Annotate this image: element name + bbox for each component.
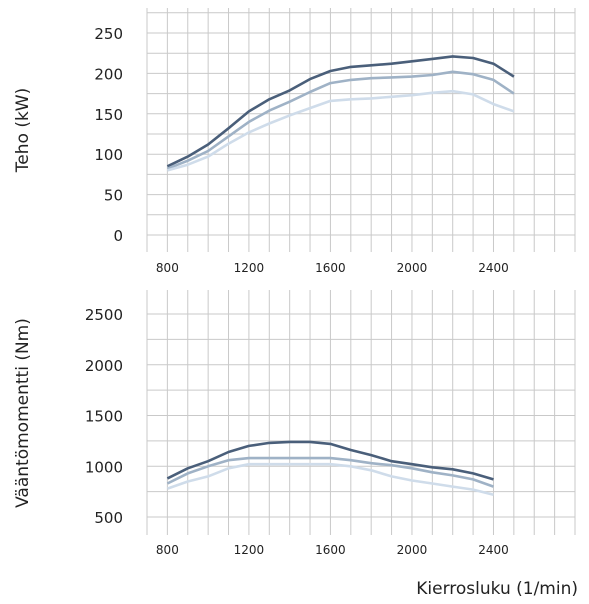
- x-tick-label: 800: [156, 543, 179, 557]
- series-line-3: [167, 91, 514, 170]
- x-tick-label: 2000: [397, 261, 428, 275]
- x-tick-label: 2400: [478, 543, 509, 557]
- x-tick-label: 1200: [234, 543, 265, 557]
- y-axis-title: Vääntömomentti (Nm): [13, 318, 33, 508]
- x-axis-title: Kierrosluku (1/min): [416, 579, 578, 599]
- y-tick-label: 250: [94, 25, 123, 43]
- x-tick-label: 1200: [234, 261, 265, 275]
- y-axis-title: Teho (kW): [13, 88, 33, 173]
- y-tick-label: 150: [94, 106, 123, 124]
- y-tick-label: 2000: [85, 357, 123, 375]
- y-tick-label: 50: [104, 187, 123, 205]
- x-tick-label: 1600: [315, 543, 346, 557]
- x-tick-label: 1600: [315, 261, 346, 275]
- y-tick-label: 500: [94, 509, 123, 527]
- y-tick-label: 1500: [85, 408, 123, 426]
- y-tick-label: 100: [94, 146, 123, 164]
- y-tick-label: 2500: [85, 306, 123, 324]
- x-tick-label: 2400: [478, 261, 509, 275]
- y-tick-label: 0: [113, 227, 123, 245]
- x-tick-label: 800: [156, 261, 179, 275]
- y-tick-label: 1000: [85, 458, 123, 476]
- y-tick-label: 200: [94, 65, 123, 83]
- x-tick-label: 2000: [397, 543, 428, 557]
